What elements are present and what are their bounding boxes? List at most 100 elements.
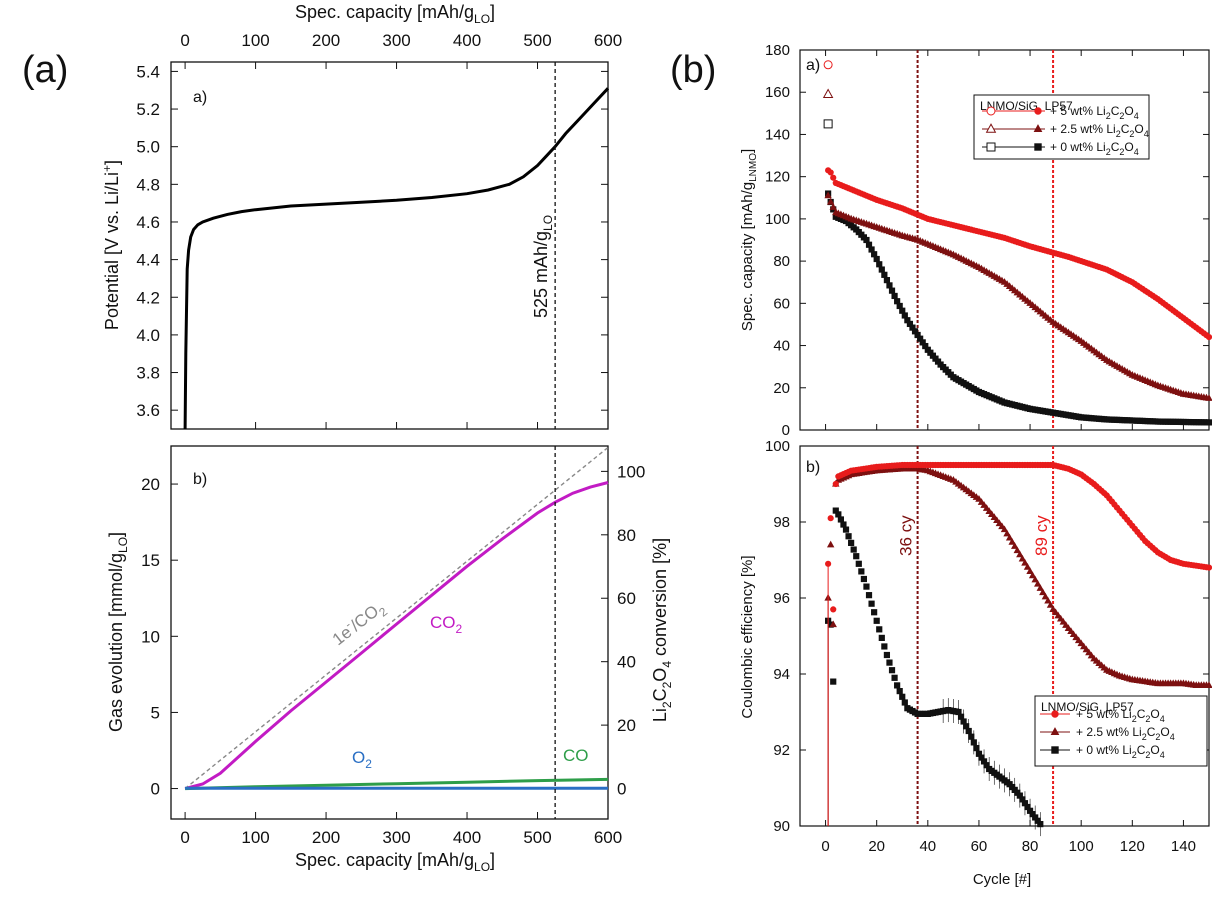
data-point: [1005, 533, 1014, 541]
y-tick-label: 5: [151, 703, 160, 722]
data-point: [1054, 611, 1062, 619]
data-point: [1016, 550, 1024, 558]
x-tick-label: 20: [868, 838, 885, 855]
data-point: [850, 546, 857, 553]
data-point: [1074, 636, 1083, 644]
x-tick-label: 120: [1120, 838, 1145, 855]
data-point: [1072, 633, 1080, 641]
data-point: [968, 733, 975, 740]
y2-tick-label: 0: [617, 780, 626, 799]
data-point: [993, 516, 1001, 524]
data-point: [878, 634, 885, 641]
data-point: [886, 282, 893, 289]
data-point: [863, 583, 870, 590]
y-tick-label: 180: [765, 42, 790, 59]
data-point: [1064, 624, 1073, 631]
x-tick-label: 60: [971, 838, 988, 855]
data-point: [1069, 630, 1078, 638]
y2-axis-label: Li2C2O4 conversion [%]: [650, 538, 674, 722]
series-square: [825, 507, 1044, 837]
data-point: [823, 119, 833, 129]
data-point: [985, 123, 997, 133]
data-point: [891, 674, 898, 681]
data-point: [1018, 554, 1027, 562]
data-point: [830, 606, 837, 613]
series-square: [825, 190, 1212, 426]
y-tick-label: 94: [773, 666, 790, 683]
y2-tick-label: 60: [617, 589, 636, 608]
chart-a-gas-evolution: b) Spec. capacity [mAh/gLO] Gas evolutio…: [106, 445, 674, 874]
data-point: [1034, 579, 1042, 587]
data-point: [1205, 334, 1212, 341]
data-point: [990, 513, 998, 521]
data-point: [876, 261, 883, 268]
y-tick-label: 4.2: [136, 288, 160, 307]
data-point: [865, 592, 873, 599]
data-point: [835, 511, 842, 518]
data-point: [871, 609, 878, 616]
panel-a-label: (a): [22, 49, 68, 91]
data-point: [891, 292, 898, 300]
y-tick-label: 100: [765, 438, 790, 455]
data-point: [853, 553, 860, 560]
data-point: [1000, 525, 1009, 533]
data-point: [1077, 639, 1085, 647]
data-point: [1039, 588, 1047, 596]
data-point: [1011, 542, 1019, 549]
data-point: [848, 539, 855, 546]
data-point: [1205, 564, 1212, 571]
plot-frame: [799, 445, 1210, 827]
y2-tick-label: 20: [617, 716, 636, 735]
co2-line: [184, 481, 609, 791]
y-tick-label: 98: [773, 514, 790, 531]
series-circle: [825, 461, 1212, 826]
y-tick-label: 100: [765, 211, 790, 228]
ideal-1e-per-co2-line: [184, 446, 609, 790]
y-tick-label: 3.6: [136, 401, 160, 420]
data-point: [1050, 727, 1060, 736]
data-point: [823, 60, 833, 70]
data-point: [876, 626, 883, 633]
data-point: [986, 142, 996, 152]
data-point: [832, 480, 839, 488]
data-point: [883, 277, 891, 284]
x-tick-label: 0: [180, 31, 189, 50]
data-point: [896, 688, 903, 695]
y-tick-label: 5.2: [136, 100, 160, 119]
y-tick-label: 80: [773, 253, 790, 270]
data-point: [1021, 558, 1029, 566]
chart-b-coulombic-efficiency: b) Coulombic efficiency [%] Cycle [#] 90…: [739, 438, 1212, 888]
data-point: [840, 521, 847, 528]
subplot-label: a): [193, 89, 207, 106]
top-x-axis-label: Spec. capacity [mAh/gLO]: [295, 2, 495, 26]
data-point: [826, 197, 835, 205]
y-axis-label: Spec. capacity [mAh/gLNMO]: [739, 149, 759, 331]
y2-tick-label: 80: [617, 526, 636, 545]
y-tick-label: 90: [773, 818, 790, 835]
x-tick-label: 500: [523, 31, 551, 50]
x-tick-label: 600: [594, 828, 622, 847]
chart-a-potential: a) Spec. capacity [mAh/gLO] Potential [V…: [100, 2, 622, 430]
x-tick-label: 300: [382, 828, 410, 847]
data-point: [829, 620, 837, 628]
x-tick-label: 400: [453, 828, 481, 847]
data-point: [1080, 642, 1088, 650]
x-tick-label: 500: [523, 828, 551, 847]
data-point: [881, 271, 888, 278]
x-tick-label: 400: [453, 31, 481, 50]
data-point: [873, 255, 880, 263]
y-tick-label: 92: [773, 742, 790, 759]
data-point: [977, 498, 986, 505]
plot-frame: [799, 49, 1210, 431]
y-axis-label: Coulombic efficiency [%]: [739, 555, 756, 718]
data-point: [1051, 608, 1060, 616]
data-point: [1205, 681, 1212, 688]
data-point: [1026, 567, 1034, 574]
data-point: [860, 575, 868, 583]
y2-tick-label: 40: [617, 653, 636, 672]
x-tick-label: 300: [382, 31, 410, 50]
data-point: [982, 504, 991, 511]
data-point: [1057, 614, 1065, 622]
chart-b-capacity: a) Spec. capacity [mAh/gLNMO] 0 20 40 60 80 1…: [739, 42, 1212, 439]
data-point: [822, 88, 834, 99]
